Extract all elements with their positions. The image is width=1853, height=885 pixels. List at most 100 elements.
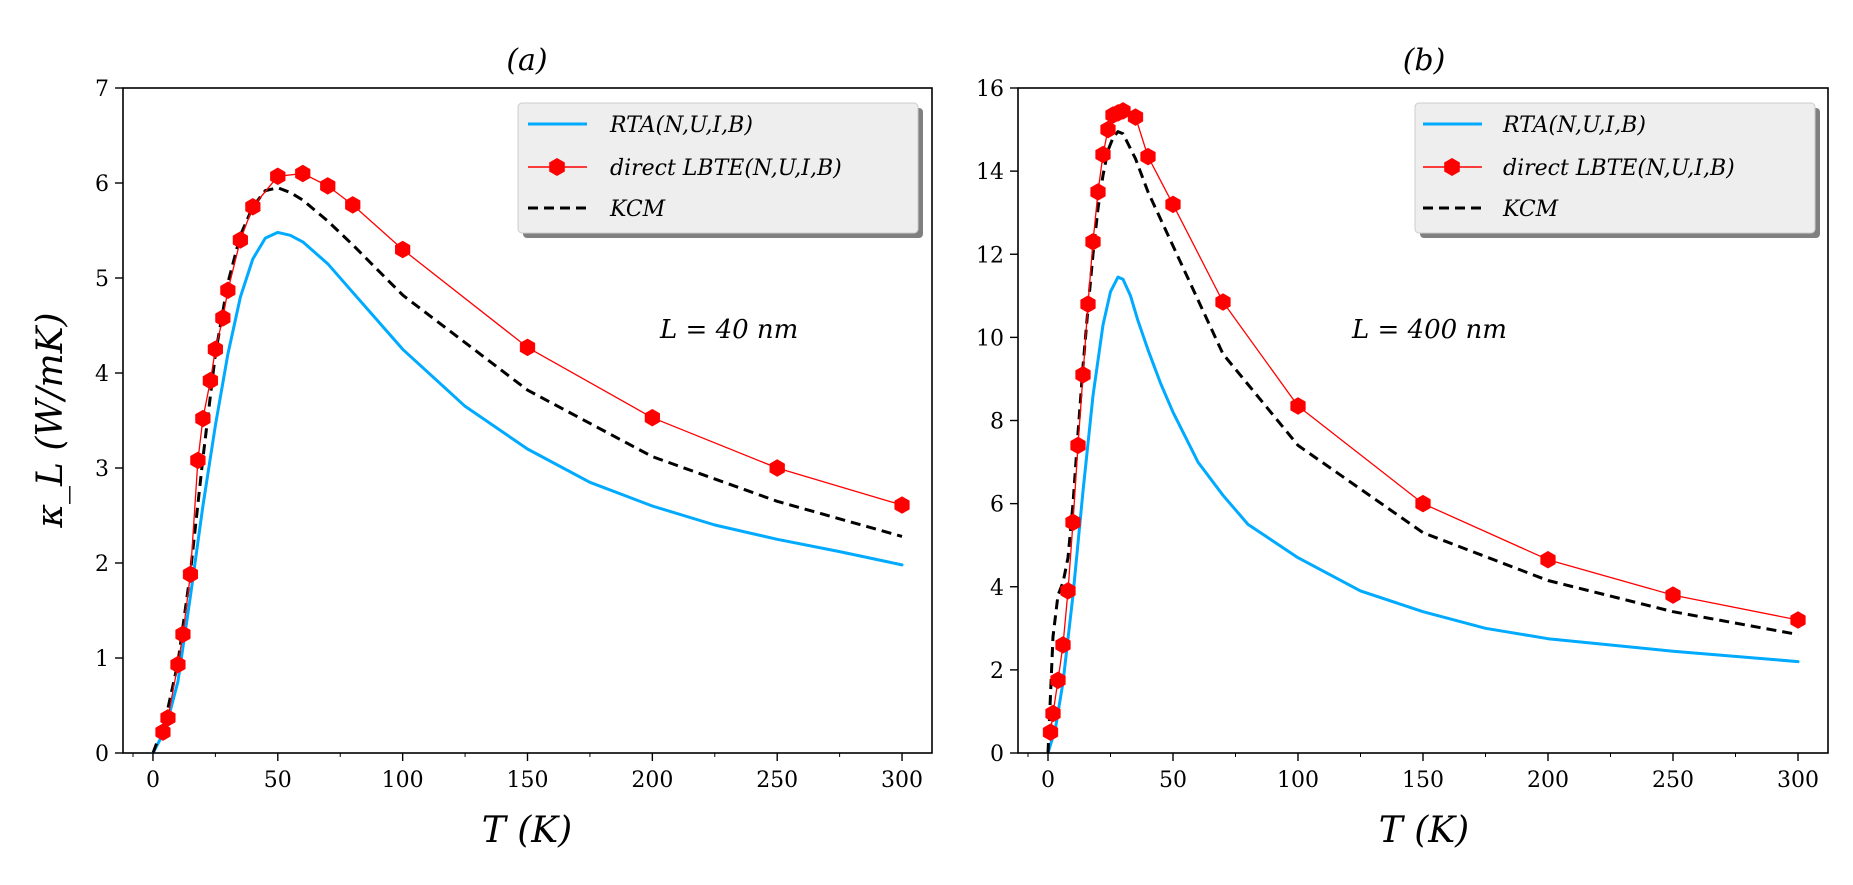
panel-a-lbte-point-7: [202, 371, 219, 390]
panel-a-lbte-point-20: [769, 459, 785, 477]
panel-a-ylabel: κ_L (W/mK): [30, 312, 71, 528]
panel-a-xtick-label-5: 250: [756, 768, 798, 793]
panel-a-series-2-line: [151, 186, 903, 753]
panel-b-xtick-label-5: 250: [1652, 768, 1694, 793]
panel-a-series-0-line: [151, 230, 904, 753]
panel-a: (a) 0 50 100 150 200 250 300 0 1 2 3 4 5 6 7 L = 40 nm…: [30, 43, 933, 851]
panel-b-lbte-point-7: [1075, 366, 1091, 384]
panel-b-lbte-point-12: [1100, 120, 1116, 139]
panel-a-lbte-point-18: [519, 338, 536, 357]
panel-b-lbte-point-24: [1790, 611, 1806, 629]
panel-b-series-0-line: [1046, 275, 1800, 753]
panel-a-xlabel: T (K): [482, 810, 572, 851]
panel-b-xtick-label-6: 300: [1777, 768, 1819, 793]
panel-b-ytick-label-6: 12: [976, 243, 1004, 268]
panel-b: (b) 0 50 100 150 200 250 300 0 2 4 6 8 10 12 14 16 L = …: [976, 43, 1829, 851]
panel-b-ytick-label-5: 10: [976, 326, 1004, 351]
panel-a-ytick-label-5: 5: [95, 267, 109, 292]
panel-b-lbte-point-2: [1050, 671, 1066, 690]
panel-a-xtick-label-3: 150: [507, 768, 549, 793]
panel-a-lbte-point-13: [270, 167, 286, 186]
panel-b-xtick-label-4: 200: [1527, 768, 1569, 793]
panel-a-ytick-label-3: 3: [95, 457, 109, 482]
panel-a-lbte-point-12: [245, 198, 261, 216]
panel-b-lbte-point-6: [1070, 436, 1086, 455]
panel-b-lbte-point-19: [1215, 293, 1231, 311]
panel-a-series-1-line: [162, 172, 903, 733]
panel-a-lbte-point-14: [295, 164, 311, 183]
panel-a-lbte-point-16: [345, 196, 361, 214]
panel-a-annotation: L = 40 nm: [659, 315, 798, 345]
panel-a-legend: RTA(N,U,I,B) direct LBTE(N,U,I,B) KCM: [517, 102, 923, 238]
panel-b-lbte-point-10: [1090, 183, 1106, 201]
panel-a-lbte-point-6: [195, 409, 211, 428]
panel-b-legend: RTA(N,U,I,B) direct LBTE(N,U,I,B) KCM: [1414, 102, 1820, 238]
panel-a-lbte-point-2: [170, 655, 186, 674]
panel-b-lbte-point-3: [1055, 636, 1071, 654]
panel-b-series-2-line: [1046, 130, 1799, 753]
panel-b-lbte-point-1: [1045, 704, 1061, 723]
panel-b-lbte-point-5: [1065, 513, 1081, 532]
panel-a-lbte-point-8: [207, 340, 223, 359]
panel-a-xtick-label-2: 100: [382, 768, 424, 793]
panel-b-legend-kcm-label: KCM: [1502, 197, 1559, 222]
panel-b-annotation: L = 400 nm: [1351, 315, 1507, 345]
panel-b-lbte-point-4: [1060, 582, 1076, 600]
panel-a-xtick-label-0: 0: [146, 768, 160, 793]
panel-b-xtick-label-0: 0: [1041, 768, 1055, 793]
panel-a-lbte-point-4: [182, 565, 199, 584]
panel-b-lbte-point-17: [1140, 147, 1156, 166]
panel-b-lbte-point-16: [1127, 108, 1144, 126]
panel-b-lbte-point-20: [1290, 397, 1306, 415]
panel-b-lbte-point-8: [1080, 295, 1096, 313]
panel-b-series: [1042, 102, 1806, 753]
panel-a-lbte-point-19: [644, 408, 660, 427]
panel-b-ytick-label-3: 6: [990, 493, 1004, 518]
panel-b-xtick-label-1: 50: [1159, 768, 1187, 793]
panel-b-ytick-label-1: 2: [990, 659, 1004, 684]
panel-a-lbte-point-21: [894, 496, 910, 514]
panel-b-legend-rta-label: RTA(N,U,I,B): [1502, 113, 1646, 138]
panel-a-legend-box: [517, 102, 919, 234]
panel-b-lbte-point-21: [1415, 494, 1431, 513]
panel-a-ytick-label-7: 7: [95, 77, 109, 102]
panel-a-lbte-point-0: [155, 723, 171, 741]
panel-b-lbte-point-15: [1115, 102, 1131, 120]
panel-b-lbte-point-11: [1095, 145, 1111, 164]
panel-b-ytick-label-4: 8: [990, 410, 1004, 435]
panel-b-title: (b): [1403, 43, 1446, 78]
panel-b-lbte-point-22: [1540, 550, 1556, 569]
panel-b-ytick-label-8: 16: [976, 77, 1004, 102]
panel-a-lbte-point-9: [215, 309, 231, 327]
panel-b-lbte-point-9: [1085, 233, 1101, 251]
panel-b-xtick-label-2: 100: [1277, 768, 1319, 793]
panel-b-ytick-label-0: 0: [990, 742, 1004, 767]
panel-a-lbte-point-1: [160, 709, 176, 727]
panel-a-ytick-label-1: 1: [95, 647, 109, 672]
panel-a-ytick-label-2: 2: [95, 552, 109, 577]
panel-a-xtick-label-4: 200: [631, 768, 673, 793]
panel-a-lbte-point-11: [232, 231, 248, 249]
panel-a-title: (a): [506, 43, 547, 78]
panel-a-xtick-label-6: 300: [881, 768, 923, 793]
panel-a-ticks: 0 50 100 150 200 250 300 0 1 2 3 4 5 6 7: [95, 77, 923, 793]
panel-a-lbte-point-5: [190, 451, 206, 470]
panel-b-lbte-point-23: [1665, 586, 1681, 604]
panel-b-ytick-label-2: 4: [990, 576, 1004, 601]
panel-b-ytick-label-7: 14: [976, 160, 1004, 185]
panel-a-legend-rta-label: RTA(N,U,I,B): [609, 113, 753, 138]
panel-b-ticks: 0 50 100 150 200 250 300 0 2 4 6 8 10 12 14 16: [976, 77, 1819, 793]
panel-b-xtick-label-3: 150: [1402, 768, 1444, 793]
panel-b-xlabel: T (K): [1379, 810, 1469, 851]
panel-b-legend-lbte-label: direct LBTE(N,U,I,B): [1503, 156, 1735, 181]
panel-b-legend-box: [1414, 102, 1816, 234]
panel-a-legend-kcm-label: KCM: [609, 197, 666, 222]
panel-a-lbte-point-17: [395, 240, 411, 259]
panel-a-legend-lbte-label: direct LBTE(N,U,I,B): [610, 156, 842, 181]
panel-a-ytick-label-6: 6: [95, 172, 109, 197]
panel-b-lbte-point-18: [1165, 195, 1181, 214]
panel-a-legend-lbte-marker: [549, 158, 565, 176]
panel-b-lbte-point-0: [1042, 723, 1059, 741]
panel-a-lbte-point-15: [320, 177, 336, 195]
